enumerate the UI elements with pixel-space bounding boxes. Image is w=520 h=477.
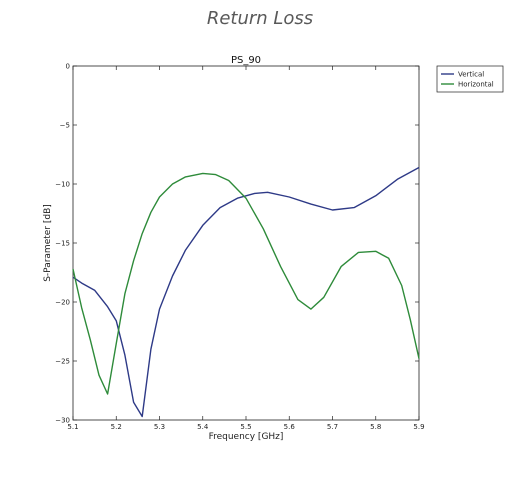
x-axis: 5.1 5.2 5.3 5.4 5.5 5.6 5.7 5.8 5.9 (67, 66, 425, 431)
chart-title: PS_90 (231, 55, 261, 66)
y-tick-label: 0 (66, 63, 70, 71)
x-tick-label: 5.1 (67, 423, 78, 431)
legend-label: Vertical (458, 71, 484, 79)
y-axis-label: S-Parameter [dB] (43, 204, 53, 282)
x-axis-label: Frequency [GHz] (209, 432, 284, 442)
x-tick-label: 5.3 (154, 423, 165, 431)
x-tick-label: 5.5 (240, 423, 251, 431)
y-tick-label: −5 (60, 122, 70, 130)
y-tick-label: −30 (55, 417, 70, 425)
series-group (72, 166, 420, 418)
y-tick-label: −15 (55, 240, 70, 248)
y-axis: 0 −5 −10 −15 −20 −25 −30 (55, 63, 419, 425)
legend-box (436, 65, 504, 93)
x-tick-label: 5.2 (111, 423, 122, 431)
series-line-horizontal (72, 172, 420, 395)
x-tick-label: 5.6 (284, 423, 296, 431)
x-tick-label: 5.4 (197, 423, 209, 431)
legend-label: Horizontal (458, 81, 494, 89)
x-tick-label: 5.9 (413, 423, 424, 431)
x-tick-label: 5.8 (370, 423, 381, 431)
series-line-vertical (72, 166, 420, 418)
page-title: Return Loss (206, 8, 314, 29)
y-tick-label: −20 (55, 299, 70, 307)
plot-area (72, 65, 420, 421)
legend: Vertical Horizontal (436, 65, 504, 93)
y-tick-label: −25 (55, 358, 70, 366)
y-tick-label: −10 (55, 181, 70, 189)
x-tick-label: 5.7 (327, 423, 338, 431)
